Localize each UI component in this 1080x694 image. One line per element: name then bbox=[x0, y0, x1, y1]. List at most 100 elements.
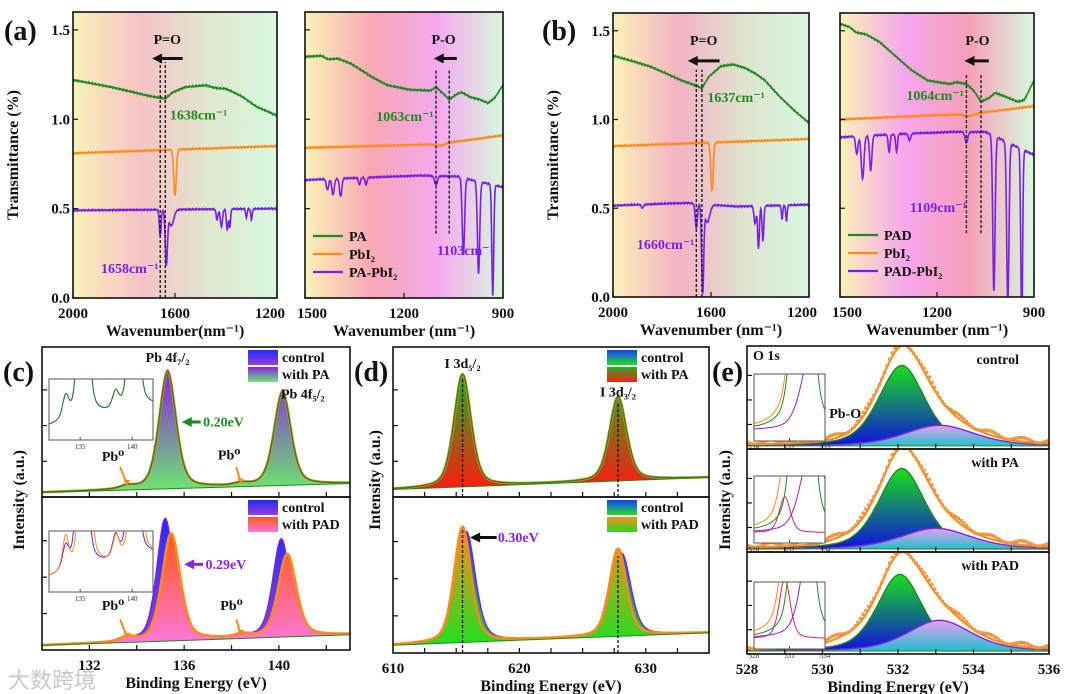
data-point bbox=[887, 357, 892, 361]
legend-label: with PA bbox=[282, 368, 330, 383]
data-point bbox=[961, 616, 966, 621]
data-point bbox=[893, 346, 897, 350]
fit-line bbox=[747, 619, 1049, 652]
arrow-head-icon bbox=[152, 53, 163, 64]
data-point bbox=[853, 624, 858, 628]
peak-fill bbox=[747, 528, 1049, 549]
data-point bbox=[996, 536, 1000, 541]
chart-d_top: Intensity (a.u.) I 3d₅/₂ I 3d₃/₂ control wit… bbox=[367, 346, 710, 530]
data-point bbox=[845, 530, 850, 535]
arrow-head-icon bbox=[470, 532, 481, 543]
legend-label: control bbox=[641, 501, 684, 516]
data-point bbox=[882, 472, 887, 477]
annotation-label: I 3d₅/₂ bbox=[445, 357, 481, 372]
series-line-pbi bbox=[613, 136, 809, 193]
x-tick-label: 1500 bbox=[832, 305, 862, 321]
arrow-head-icon bbox=[123, 480, 131, 485]
envelope-line bbox=[393, 372, 709, 490]
data-point bbox=[993, 535, 998, 539]
fit-line bbox=[393, 526, 709, 645]
data-point bbox=[879, 479, 884, 483]
x-tick-label: 140 bbox=[268, 658, 291, 674]
series-line-pbi bbox=[73, 143, 277, 196]
data-point bbox=[885, 567, 889, 572]
legend-swatch bbox=[607, 367, 637, 382]
annotation-label: 1638cm⁻¹ bbox=[170, 108, 227, 123]
inset-tick-label: 140 bbox=[127, 595, 138, 603]
chart-a_left: 2000 1600 1200 0.0 0.5 1.0 1.5 Wavenumber(nm⁻¹)… bbox=[5, 11, 285, 340]
x-axis-label: Wavenumber (nm⁻¹) bbox=[866, 322, 1008, 339]
inset-line bbox=[49, 531, 153, 576]
data-point bbox=[882, 574, 887, 579]
inset-plot bbox=[49, 531, 153, 576]
y-tick-label: 1.0 bbox=[591, 113, 610, 129]
inset-line bbox=[754, 476, 825, 532]
x-axis-label: Wavenumber (nm⁻¹) bbox=[333, 323, 475, 340]
chart-a_right: 1500 1200 900 Wavenumber (nm⁻¹) P-O 1063cm⁻¹ 1… bbox=[297, 11, 514, 340]
sample-label: with PAD bbox=[961, 559, 1019, 574]
sample-label: with PA bbox=[971, 456, 1019, 471]
fit-line bbox=[747, 449, 1049, 549]
plot-area bbox=[305, 53, 503, 296]
arrow-head-icon bbox=[964, 55, 975, 66]
panel-label-b: (b) bbox=[542, 16, 576, 47]
y-axis-label: Transmittance (%) bbox=[5, 90, 22, 220]
inset-line bbox=[49, 531, 153, 576]
watermark: 大数跨境 bbox=[8, 669, 96, 694]
legend-label: PbI₂ bbox=[884, 247, 910, 262]
series-line-papbi bbox=[73, 206, 277, 266]
arrow-head-icon bbox=[433, 53, 444, 64]
legend-label: with PAD bbox=[641, 518, 699, 533]
x-tick-label: 132 bbox=[78, 658, 101, 674]
inset-frame bbox=[48, 530, 154, 593]
data-point bbox=[935, 391, 940, 395]
x-tick-label: 536 bbox=[1038, 662, 1061, 678]
data-point bbox=[909, 449, 913, 454]
fit-line bbox=[42, 532, 350, 646]
data-point bbox=[964, 523, 969, 528]
data-point bbox=[858, 415, 863, 419]
data-point bbox=[943, 506, 947, 511]
data-point bbox=[874, 490, 879, 494]
data-point bbox=[901, 341, 904, 344]
data-point bbox=[930, 380, 934, 385]
arrow-head-icon bbox=[123, 632, 131, 638]
x-tick-label: 1200 bbox=[787, 305, 817, 321]
x-tick-label: 534 bbox=[962, 662, 985, 678]
peak-fill bbox=[393, 374, 709, 490]
data-point bbox=[932, 385, 937, 390]
data-point bbox=[922, 366, 926, 370]
plot-area bbox=[73, 78, 277, 266]
data-point bbox=[872, 494, 876, 499]
annotation-label: 1063cm⁻¹ bbox=[376, 110, 433, 125]
data-point bbox=[864, 608, 868, 613]
data-point bbox=[932, 587, 937, 591]
annotation-label: 1660cm⁻¹ bbox=[637, 238, 694, 253]
x-tick-label: 530 bbox=[811, 662, 834, 678]
data-point bbox=[948, 606, 953, 611]
data-point bbox=[996, 433, 1000, 437]
inset-tick-label: 534 bbox=[820, 652, 831, 660]
annotation-label: Pb 4f₇/₂ bbox=[146, 351, 190, 366]
data-point bbox=[938, 499, 942, 503]
data-point bbox=[911, 558, 916, 563]
data-point bbox=[969, 625, 974, 630]
data-point bbox=[916, 564, 921, 569]
data-point bbox=[956, 611, 961, 616]
y-tick-label: 1.0 bbox=[51, 112, 70, 128]
plot-area bbox=[393, 372, 709, 490]
legend-label: PA bbox=[349, 230, 368, 245]
peak-fill bbox=[393, 531, 709, 646]
series-line-pbi bbox=[305, 133, 503, 151]
data-point bbox=[946, 509, 950, 514]
x-tick-label: 2000 bbox=[58, 306, 88, 322]
inset: 135 140 bbox=[48, 530, 154, 603]
annotation-label: 1637cm⁻¹ bbox=[707, 91, 764, 106]
data-point bbox=[972, 627, 977, 632]
annotation-label: 1064cm⁻¹ bbox=[906, 89, 963, 104]
baseline bbox=[393, 477, 709, 490]
data-point bbox=[938, 395, 942, 400]
chart-e_3: 528 530 532 534 536 Binding Energy (eV) with P… bbox=[736, 551, 1061, 694]
data-point bbox=[919, 567, 924, 572]
